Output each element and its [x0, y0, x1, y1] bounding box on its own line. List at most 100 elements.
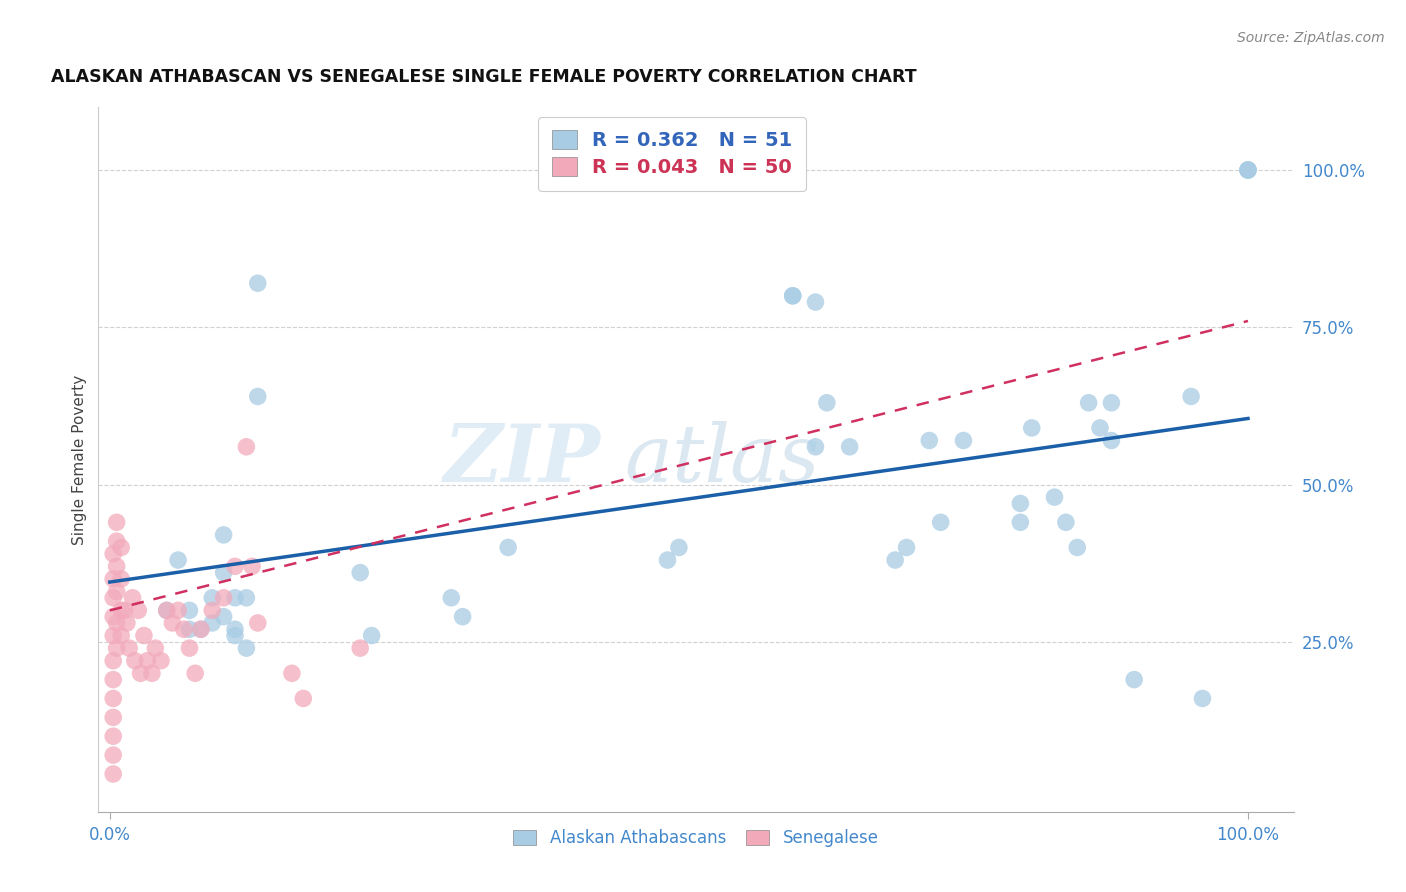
- Point: [110, 572, 132, 586]
- Point: [804, 295, 827, 310]
- Point: [124, 654, 146, 668]
- Point: [224, 622, 246, 636]
- Point: [1043, 490, 1066, 504]
- Point: [105, 584, 128, 599]
- Point: [349, 566, 371, 580]
- Point: [118, 641, 141, 656]
- Point: [349, 641, 371, 656]
- Point: [782, 289, 804, 303]
- Point: [103, 654, 125, 668]
- Point: [110, 603, 132, 617]
- Point: [1123, 673, 1146, 687]
- Text: ALASKAN ATHABASCAN VS SENEGALESE SINGLE FEMALE POVERTY CORRELATION CHART: ALASKAN ATHABASCAN VS SENEGALESE SINGLE …: [51, 68, 917, 86]
- Point: [1088, 421, 1111, 435]
- Point: [103, 710, 125, 724]
- Point: [105, 534, 128, 549]
- Point: [141, 666, 163, 681]
- Point: [103, 748, 125, 763]
- Point: [103, 547, 125, 561]
- Point: [212, 591, 235, 605]
- Point: [1021, 421, 1043, 435]
- Point: [224, 628, 246, 642]
- Text: atlas: atlas: [624, 421, 820, 498]
- Point: [150, 654, 173, 668]
- Point: [156, 603, 179, 617]
- Point: [782, 289, 804, 303]
- Point: [246, 389, 269, 403]
- Point: [136, 654, 159, 668]
- Text: ZIP: ZIP: [443, 421, 600, 498]
- Legend: Alaskan Athabascans, Senegalese: Alaskan Athabascans, Senegalese: [506, 822, 886, 855]
- Point: [212, 609, 235, 624]
- Point: [224, 591, 246, 605]
- Point: [167, 603, 190, 617]
- Point: [179, 641, 201, 656]
- Point: [103, 673, 125, 687]
- Point: [201, 615, 224, 630]
- Point: [110, 541, 132, 555]
- Point: [1010, 496, 1032, 510]
- Point: [190, 622, 212, 636]
- Point: [105, 559, 128, 574]
- Point: [1099, 434, 1122, 448]
- Text: Source: ZipAtlas.com: Source: ZipAtlas.com: [1237, 31, 1385, 45]
- Point: [838, 440, 860, 454]
- Y-axis label: Single Female Poverty: Single Female Poverty: [72, 375, 87, 544]
- Point: [804, 440, 827, 454]
- Point: [1237, 163, 1260, 178]
- Point: [896, 541, 918, 555]
- Point: [657, 553, 679, 567]
- Point: [103, 691, 125, 706]
- Point: [1066, 541, 1088, 555]
- Point: [440, 591, 463, 605]
- Point: [179, 622, 201, 636]
- Point: [235, 591, 257, 605]
- Point: [668, 541, 690, 555]
- Point: [179, 603, 201, 617]
- Point: [1237, 163, 1260, 178]
- Point: [1191, 691, 1213, 706]
- Point: [246, 615, 269, 630]
- Point: [156, 603, 179, 617]
- Point: [884, 553, 907, 567]
- Point: [1054, 516, 1077, 530]
- Point: [184, 666, 207, 681]
- Point: [173, 622, 195, 636]
- Point: [201, 603, 224, 617]
- Point: [103, 628, 125, 642]
- Point: [292, 691, 315, 706]
- Point: [110, 628, 132, 642]
- Point: [167, 553, 190, 567]
- Point: [201, 591, 224, 605]
- Point: [1010, 516, 1032, 530]
- Point: [121, 591, 143, 605]
- Point: [1237, 163, 1260, 178]
- Point: [496, 541, 519, 555]
- Point: [132, 628, 155, 642]
- Point: [360, 628, 382, 642]
- Point: [103, 767, 125, 781]
- Point: [103, 572, 125, 586]
- Point: [103, 591, 125, 605]
- Point: [240, 559, 263, 574]
- Point: [1077, 396, 1099, 410]
- Point: [103, 729, 125, 743]
- Point: [281, 666, 304, 681]
- Point: [115, 615, 138, 630]
- Point: [212, 528, 235, 542]
- Point: [190, 622, 212, 636]
- Point: [143, 641, 166, 656]
- Point: [224, 559, 246, 574]
- Point: [105, 641, 128, 656]
- Point: [162, 615, 184, 630]
- Point: [127, 603, 149, 617]
- Point: [246, 277, 269, 291]
- Point: [212, 566, 235, 580]
- Point: [235, 641, 257, 656]
- Point: [105, 516, 128, 530]
- Point: [129, 666, 152, 681]
- Point: [952, 434, 974, 448]
- Point: [929, 516, 952, 530]
- Point: [1180, 389, 1202, 403]
- Point: [105, 615, 128, 630]
